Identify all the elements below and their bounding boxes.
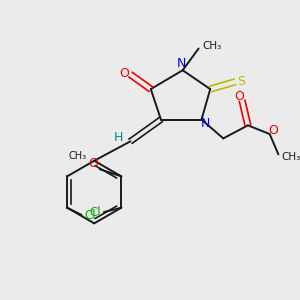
Text: O: O [234,90,244,103]
Text: O: O [119,67,129,80]
Text: Cl: Cl [89,206,101,219]
Text: O: O [88,158,98,170]
Text: CH₃: CH₃ [69,151,87,161]
Text: N: N [201,117,211,130]
Text: S: S [237,75,245,88]
Text: Cl: Cl [85,209,96,222]
Text: H: H [114,131,123,144]
Text: CH₃: CH₃ [202,40,221,51]
Text: O: O [268,124,278,137]
Text: N: N [176,57,186,70]
Text: CH₃: CH₃ [282,152,300,162]
